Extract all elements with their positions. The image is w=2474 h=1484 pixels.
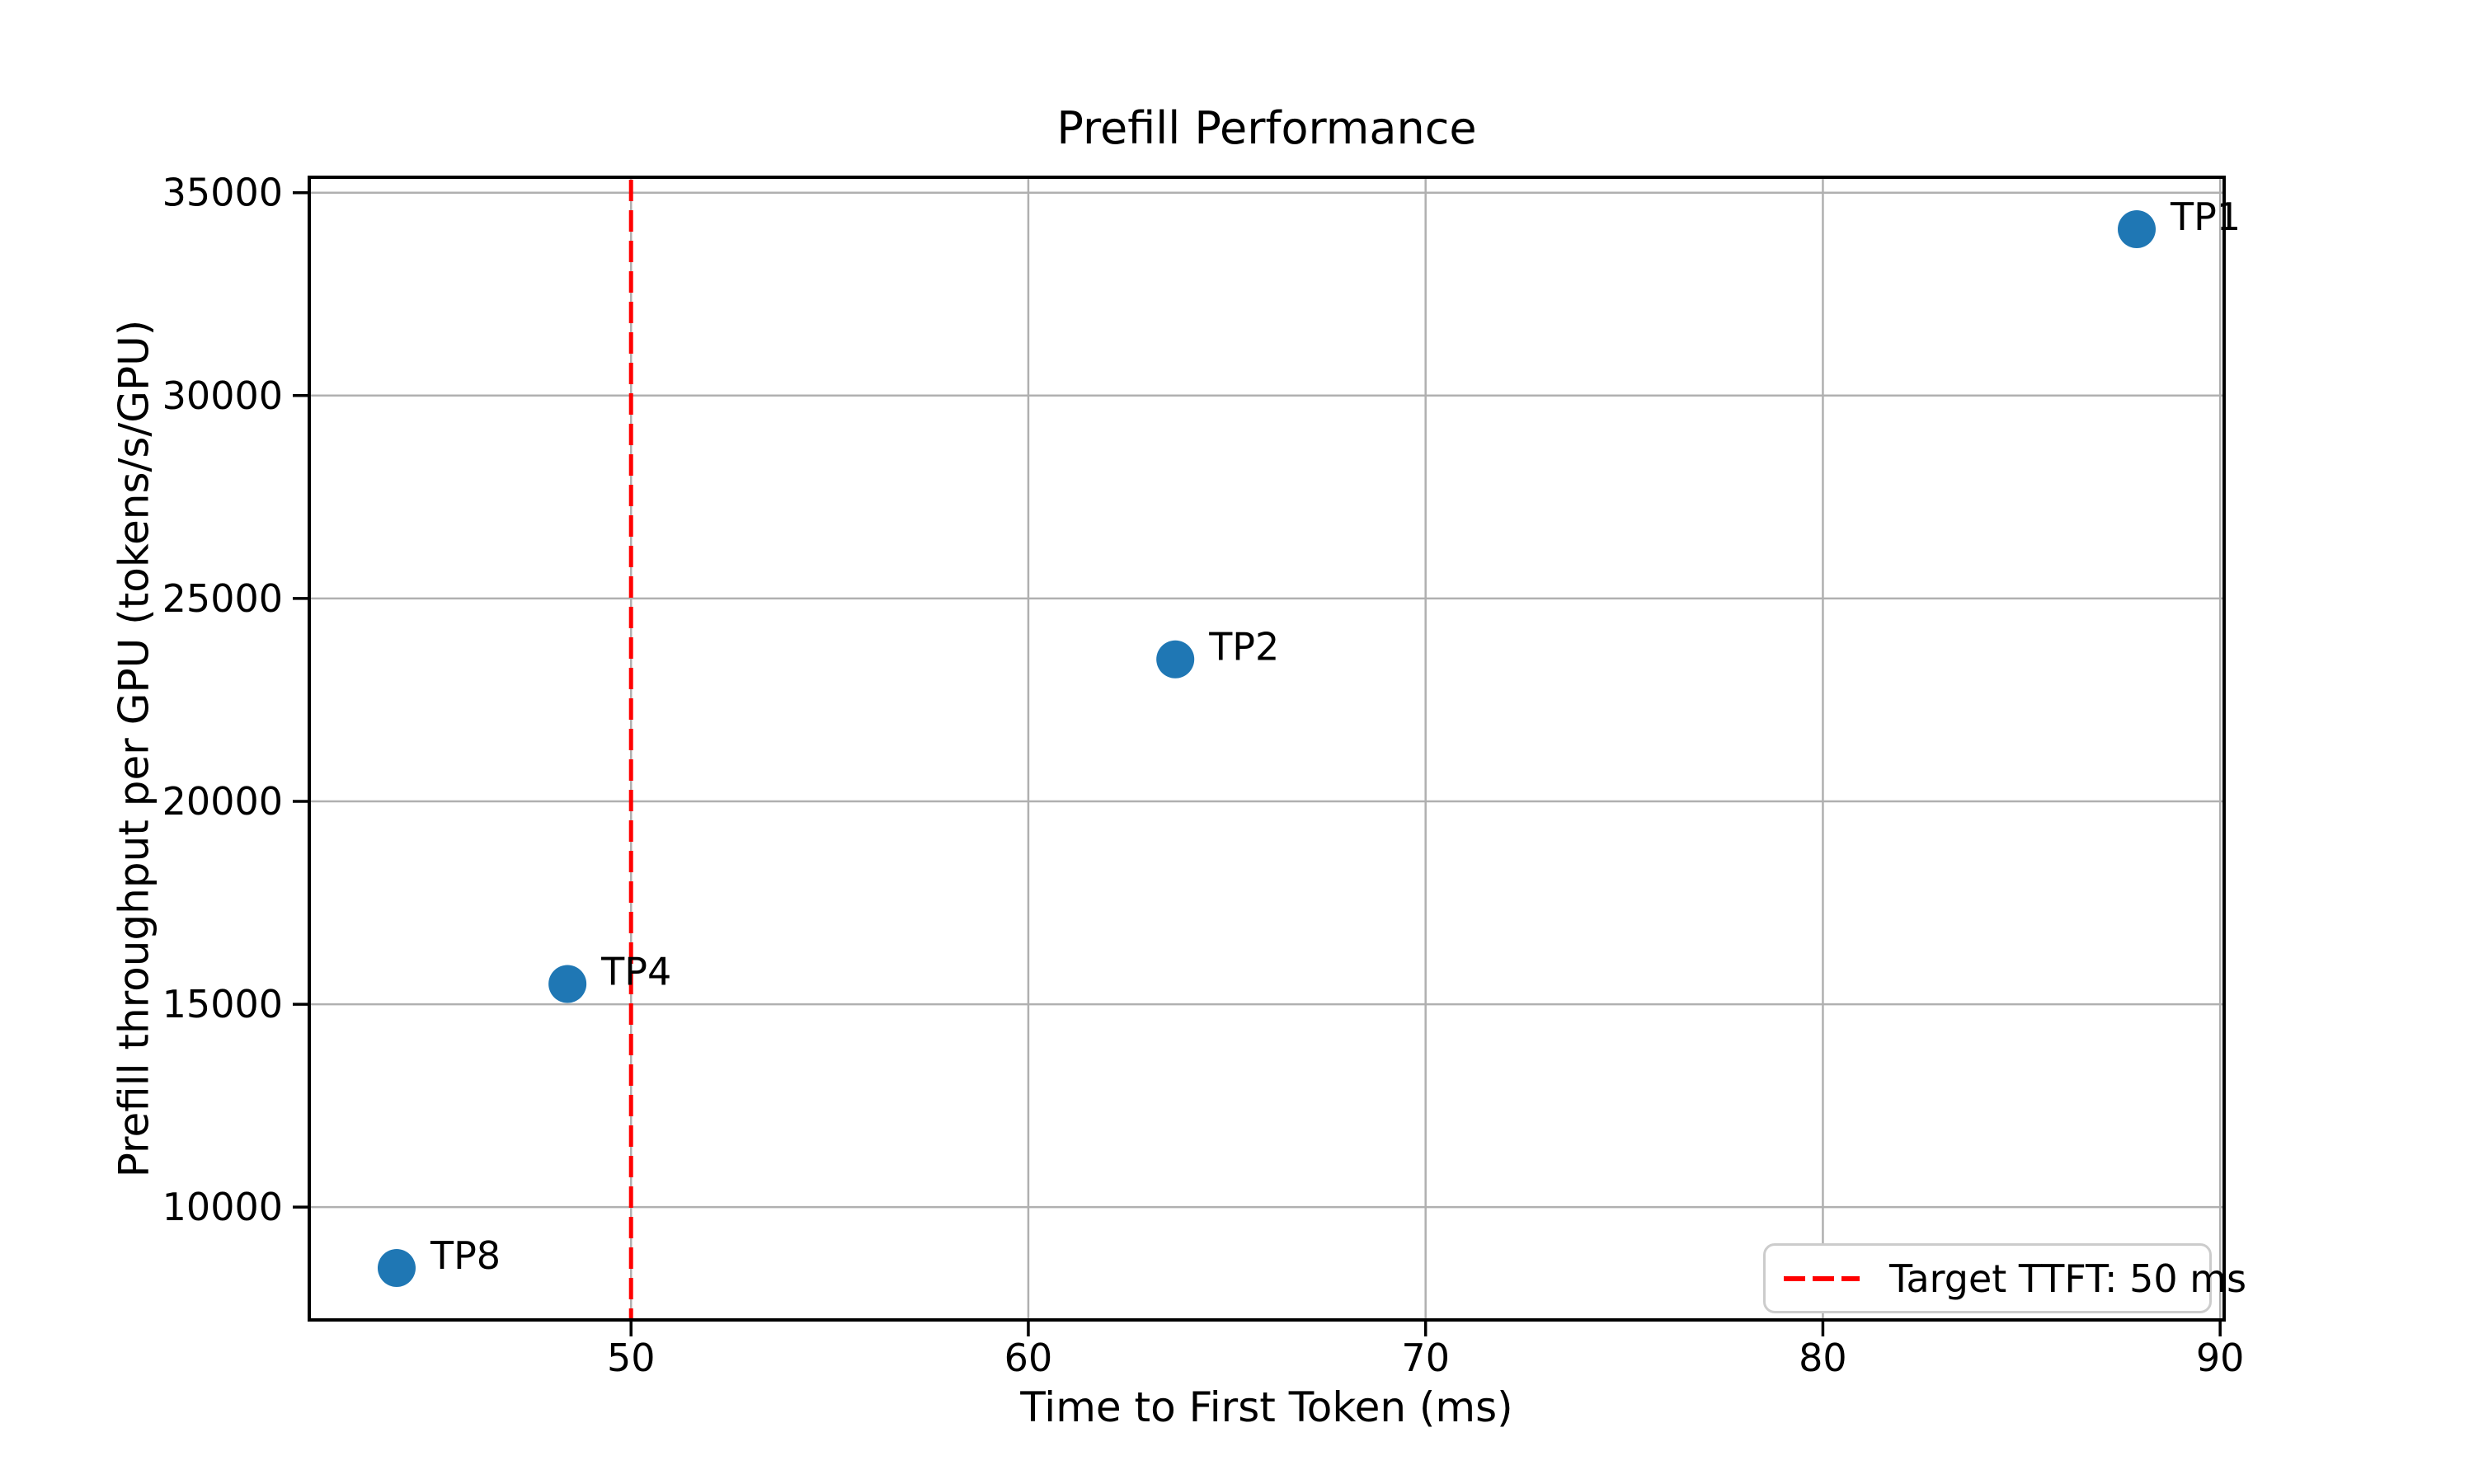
data-point-TP1 bbox=[2118, 210, 2157, 248]
data-point-TP2 bbox=[1156, 640, 1195, 679]
y-tick-label-10000: 10000 bbox=[162, 1185, 283, 1229]
point-label-TP8: TP8 bbox=[430, 1233, 501, 1278]
chart-title: Prefill Performance bbox=[1056, 102, 1477, 154]
x-tick-label-60: 60 bbox=[1004, 1336, 1053, 1380]
plot-border bbox=[308, 176, 2226, 1322]
data-point-TP8 bbox=[377, 1249, 416, 1287]
y-axis-label: Prefill throughput per GPU (tokens/s/GPU… bbox=[110, 319, 158, 1178]
point-label-TP4: TP4 bbox=[600, 949, 671, 993]
x-tick-label-70: 70 bbox=[1401, 1336, 1450, 1380]
y-tick-label-25000: 25000 bbox=[162, 576, 283, 621]
y-tick-label-30000: 30000 bbox=[162, 373, 283, 418]
legend-label: Target TTFT: 50 ms bbox=[1889, 1256, 2247, 1301]
x-tick-label-50: 50 bbox=[607, 1336, 656, 1380]
data-point-TP4 bbox=[548, 965, 587, 1003]
legend: Target TTFT: 50 ms bbox=[1763, 1243, 2246, 1313]
x-axis-label: Time to First Token (ms) bbox=[1020, 1383, 1513, 1431]
x-tick-label-80: 80 bbox=[1799, 1336, 1847, 1380]
y-tick-label-15000: 15000 bbox=[162, 982, 283, 1026]
y-tick-label-35000: 35000 bbox=[162, 171, 283, 215]
y-tick-label-20000: 20000 bbox=[162, 779, 283, 824]
x-tick-label-90: 90 bbox=[2196, 1336, 2245, 1380]
point-label-TP1: TP1 bbox=[2170, 195, 2241, 239]
point-label-TP2: TP2 bbox=[1208, 625, 1279, 669]
legend-dash-sample-icon bbox=[1784, 1275, 1860, 1281]
